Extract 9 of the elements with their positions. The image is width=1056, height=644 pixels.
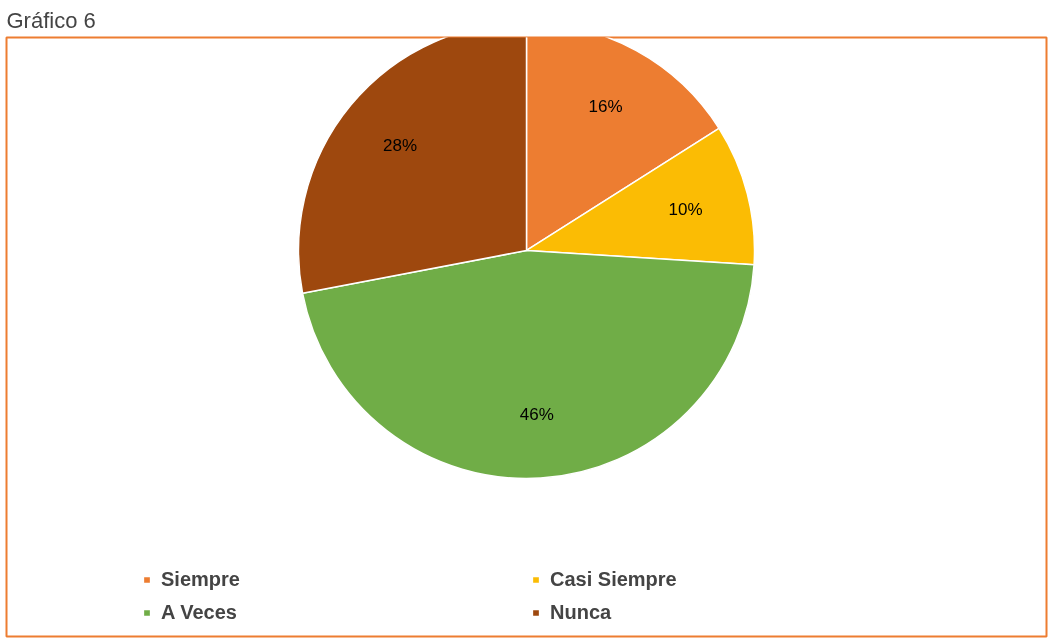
data-label: 10% (668, 200, 703, 220)
data-label: 46% (519, 404, 554, 424)
chart-title: Gráfico 6 (6, 7, 96, 33)
legend-label: Casi Siempre (550, 568, 678, 591)
data-label: 28% (383, 136, 418, 156)
legend-label: Siempre (161, 568, 241, 591)
legend-label: A Veces (161, 601, 238, 624)
legend-label: Nunca (550, 601, 613, 624)
data-label: 16% (588, 97, 623, 117)
